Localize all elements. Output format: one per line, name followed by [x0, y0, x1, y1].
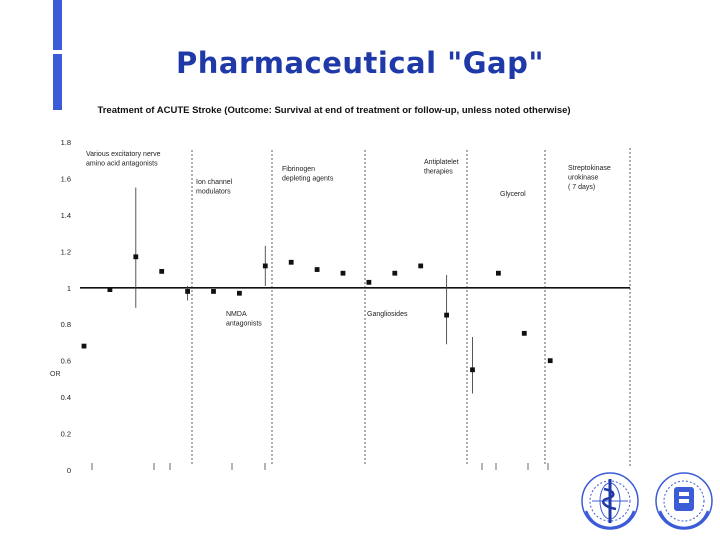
group-label-line: modulators	[196, 189, 231, 196]
point-marker	[159, 268, 165, 274]
group-label-line: antagonists	[226, 321, 262, 328]
group-label-line: Streptokinase	[568, 165, 611, 172]
group-label-line: therapies	[424, 169, 453, 176]
group-labels: Various excitatory nerve amino acid antag…	[86, 151, 611, 328]
y-tick-label: 1.2	[61, 247, 71, 256]
title-accent-bar-top	[53, 0, 62, 50]
point-marker	[237, 290, 242, 296]
chart-title: Treatment of ACUTE Stroke (Outcome: Surv…	[97, 105, 570, 116]
group-label-line: Antiplatelet	[424, 159, 459, 166]
point-marker	[81, 343, 87, 349]
group-label-line: ( 7 days)	[568, 184, 595, 191]
group-label-line: depleting agents	[282, 176, 334, 183]
point-marker	[262, 263, 268, 269]
group-label: Fibrinogen depleting agents	[282, 166, 334, 183]
y-tick-label: 0.2	[61, 430, 71, 439]
y-tick-label: 0.4	[61, 393, 71, 402]
point-marker	[470, 367, 475, 373]
y-tick-labels: 0 0.2 0.4 0.6 0.8 1 1.2 1.4 1.6 1.8	[61, 138, 71, 475]
group-label: Various excitatory nerve amino acid antag…	[86, 151, 161, 168]
point-marker	[314, 267, 320, 272]
y-tick-label: 0	[67, 466, 71, 475]
group-label: Antiplatelet therapies	[424, 159, 459, 176]
group-label-line: amino acid antagonists	[86, 161, 158, 168]
y-tick-label: 1.8	[61, 138, 71, 147]
group-label-line: urokinase	[568, 175, 598, 182]
group-label: Glycerol	[500, 191, 526, 198]
point-marker	[496, 270, 501, 276]
point-marker	[418, 263, 424, 269]
group-label: Ion channel modulators	[196, 179, 233, 196]
group-label: NMDA antagonists	[226, 311, 262, 328]
point-marker	[444, 312, 449, 318]
point-marker	[521, 330, 527, 336]
group-dividers	[191, 148, 631, 466]
y-tick-label: 1.4	[61, 211, 71, 220]
point-marker	[340, 270, 346, 276]
point-estimates	[81, 254, 553, 373]
point-marker	[366, 279, 372, 285]
title-accent-bar-bottom	[53, 54, 62, 110]
group-label-line: Fibrinogen	[282, 166, 315, 173]
y-tick-label: 1.6	[61, 174, 71, 183]
group-label-line: Various excitatory nerve	[86, 151, 161, 158]
group-label: Streptokinase urokinase ( 7 days)	[568, 165, 611, 191]
point-marker	[185, 289, 190, 294]
point-marker	[133, 254, 139, 260]
y-tick-label: 0.8	[61, 320, 71, 329]
point-marker	[107, 287, 113, 292]
y-tick-label: 0.6	[61, 357, 71, 366]
y-axis-label: OR	[50, 371, 61, 378]
point-marker	[392, 270, 398, 276]
slide-title: Pharmaceutical "Gap"	[175, 46, 544, 80]
point-marker	[288, 259, 294, 265]
x-tick-marks	[91, 463, 549, 470]
y-tick-label: 1	[67, 284, 71, 293]
organization-emblem-icon	[655, 472, 713, 530]
who-emblem-icon	[581, 472, 639, 530]
point-marker	[547, 358, 553, 364]
group-label-line: Gangliosides	[367, 311, 408, 318]
group-label-line: NMDA	[226, 311, 247, 318]
group-label: Gangliosides	[367, 311, 408, 318]
group-label-line: Glycerol	[500, 191, 526, 198]
logos	[581, 472, 713, 530]
point-marker	[211, 289, 216, 294]
group-label-line: Ion channel	[196, 179, 233, 186]
